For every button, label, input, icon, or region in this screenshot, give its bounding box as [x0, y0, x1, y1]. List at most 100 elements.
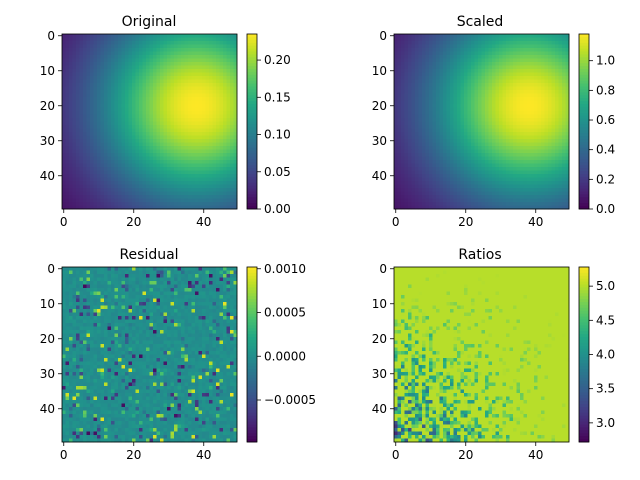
heatmap-cell [209, 34, 213, 38]
heatmap-cell [125, 139, 129, 143]
heatmap-cell [219, 205, 224, 210]
heatmap-cell [212, 198, 217, 203]
heatmap-cell [558, 114, 563, 119]
heatmap-cell [478, 177, 482, 182]
heatmap-cell [76, 188, 80, 192]
heatmap-cell [394, 142, 398, 147]
heatmap-cell [397, 93, 402, 98]
heatmap-cell [401, 181, 405, 185]
heatmap-cell [481, 188, 486, 192]
heatmap-cell [488, 100, 493, 105]
heatmap-cell [516, 149, 521, 154]
heatmap-cell [177, 142, 182, 147]
colorbar-segment [247, 203, 257, 207]
heatmap-cell [153, 69, 157, 73]
heatmap-cell [223, 118, 227, 122]
heatmap-cell [453, 97, 458, 101]
heatmap-cell [439, 69, 444, 73]
heatmap-cell [485, 146, 489, 150]
heatmap-cell [135, 86, 140, 91]
heatmap-cell [76, 205, 80, 210]
heatmap-cell [132, 184, 136, 189]
heatmap-cell [499, 139, 503, 143]
heatmap-cell [184, 181, 189, 185]
heatmap-cell [541, 65, 545, 70]
heatmap-cell [467, 135, 472, 140]
heatmap-cell [541, 181, 545, 185]
heatmap-cell [411, 163, 416, 168]
heatmap-cell [509, 83, 514, 87]
heatmap-cell [446, 153, 451, 157]
heatmap-cell [404, 128, 409, 133]
heatmap-cell [506, 142, 510, 147]
heatmap-cell [488, 181, 493, 185]
heatmap-cell [450, 97, 454, 101]
heatmap-cell [541, 163, 545, 168]
heatmap-cell [551, 156, 556, 161]
heatmap-cell [432, 146, 437, 150]
heatmap-cell [100, 170, 105, 175]
heatmap-cell [415, 55, 419, 59]
heatmap-cell [474, 118, 479, 122]
heatmap-cell [93, 118, 98, 122]
heatmap-cell [181, 62, 185, 66]
heatmap-cell [118, 202, 122, 206]
heatmap-cell [404, 37, 409, 42]
heatmap-cell [139, 198, 143, 203]
heatmap-cell [111, 69, 115, 73]
heatmap-cell [226, 79, 231, 84]
heatmap-cell [523, 93, 528, 98]
heatmap-cell [429, 111, 433, 115]
heatmap-cell [415, 58, 419, 63]
heatmap-cell [478, 41, 482, 45]
heatmap-cell [523, 128, 528, 133]
heatmap-cell [404, 156, 409, 161]
heatmap-cell [485, 128, 489, 133]
heatmap-cell [565, 65, 570, 70]
heatmap-cell [163, 181, 168, 185]
x-tick-label: 40 [196, 215, 211, 229]
heatmap-cell [125, 76, 129, 80]
heatmap-cell [499, 55, 503, 59]
heatmap-cell [100, 79, 105, 84]
heatmap-cell [111, 58, 115, 63]
heatmap-cell [478, 86, 482, 91]
heatmap-cell [537, 163, 542, 168]
heatmap-cell [114, 191, 119, 196]
heatmap-cell [544, 195, 549, 199]
heatmap-cell [401, 55, 405, 59]
heatmap-cell [534, 41, 538, 45]
heatmap-cell [139, 121, 143, 126]
heatmap-cell [188, 65, 192, 70]
heatmap-cell [195, 156, 199, 161]
heatmap-cell [436, 191, 440, 196]
heatmap-cell [76, 104, 80, 108]
heatmap-cell [72, 58, 77, 63]
heatmap-cell [425, 132, 430, 136]
heatmap-cell [562, 41, 566, 45]
heatmap-cell [142, 184, 147, 189]
heatmap-cell [142, 177, 147, 182]
heatmap-cell [177, 90, 182, 94]
heatmap-cell [233, 58, 238, 63]
heatmap-cell [86, 184, 91, 189]
heatmap-cell [93, 167, 98, 171]
heatmap-cell [156, 107, 161, 112]
heatmap-cell [132, 114, 136, 119]
heatmap-cell [432, 184, 437, 189]
heatmap-cell [425, 184, 430, 189]
heatmap-cell [429, 177, 433, 182]
heatmap-cell [79, 142, 84, 147]
heatmap-cell [520, 76, 524, 80]
heatmap-cell [135, 83, 140, 87]
heatmap-cell [478, 34, 482, 38]
heatmap-cell [464, 114, 468, 119]
heatmap-cell [534, 177, 538, 182]
heatmap-cell [184, 83, 189, 87]
heatmap-cell [422, 44, 426, 49]
heatmap-cell [460, 170, 465, 175]
heatmap-cell [520, 149, 524, 154]
heatmap-cell [541, 142, 545, 147]
heatmap-cell [544, 69, 549, 73]
heatmap-cell [111, 142, 115, 147]
